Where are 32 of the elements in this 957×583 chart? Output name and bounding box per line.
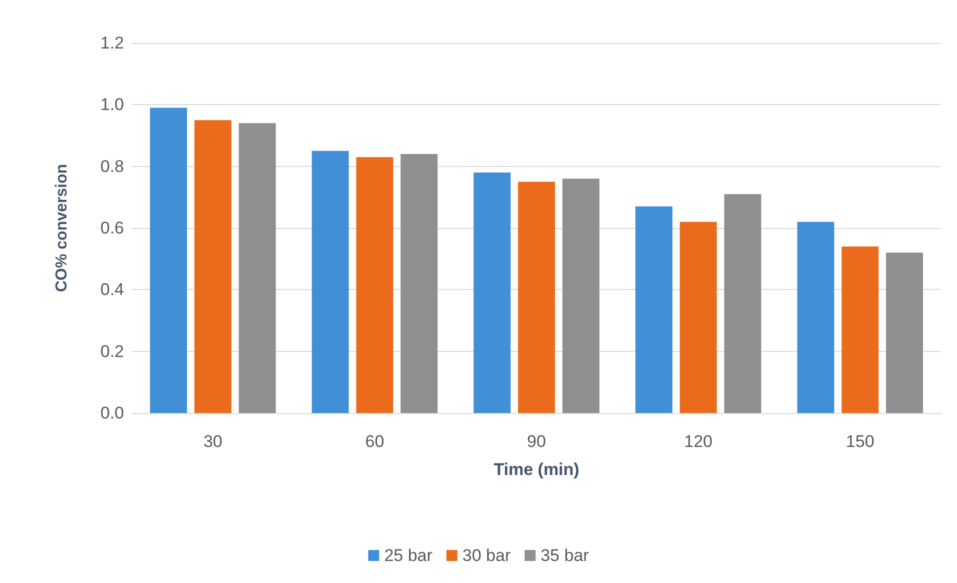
x-tick-label: 30 — [203, 432, 222, 451]
bar — [238, 123, 276, 413]
y-axis-title: CO% conversion — [54, 164, 70, 292]
y-tick-label: 0.0 — [100, 404, 124, 422]
bar — [474, 172, 511, 413]
bar — [680, 222, 717, 413]
y-tick-label: 1.0 — [100, 95, 124, 114]
bar — [562, 178, 600, 413]
bar — [312, 150, 349, 413]
y-tick-label: 1.2 — [100, 34, 124, 52]
x-tick-label: 120 — [684, 432, 712, 451]
y-tick-label: 0.4 — [100, 280, 124, 300]
bar — [194, 120, 232, 413]
x-tick-label: 60 — [365, 432, 384, 451]
legend-label: 35 bar — [540, 546, 590, 565]
bar — [797, 222, 834, 413]
bar — [842, 246, 879, 413]
x-axis-title: Time (min) — [494, 460, 580, 479]
x-tick-label: 150 — [846, 432, 874, 451]
bar — [400, 154, 438, 413]
bar — [886, 252, 923, 413]
y-tick-label: 0.2 — [100, 342, 124, 361]
legend-label: 30 bar — [462, 546, 511, 565]
bar — [356, 157, 394, 413]
legend-label: 25 bar — [384, 546, 433, 565]
bar — [635, 206, 672, 413]
y-tick-label: 0.8 — [100, 156, 124, 176]
bar — [150, 108, 187, 413]
x-tick-label: 90 — [527, 432, 546, 451]
bar — [724, 194, 762, 413]
bar — [518, 182, 555, 413]
y-tick-label: 0.6 — [100, 218, 124, 238]
